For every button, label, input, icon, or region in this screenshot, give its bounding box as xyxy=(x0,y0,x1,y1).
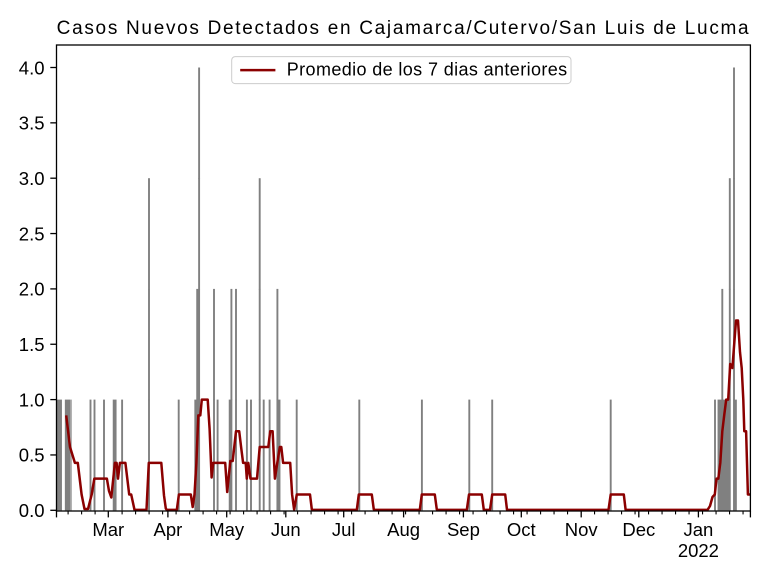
svg-text:May: May xyxy=(209,519,245,540)
svg-text:Nov: Nov xyxy=(565,519,599,540)
svg-text:Jun: Jun xyxy=(271,519,301,540)
svg-text:0.0: 0.0 xyxy=(19,500,45,521)
svg-text:3.0: 3.0 xyxy=(19,168,45,189)
svg-text:4.0: 4.0 xyxy=(19,57,45,78)
svg-text:1.5: 1.5 xyxy=(19,334,45,355)
svg-text:Promedio de los 7 dias anterio: Promedio de los 7 dias anteriores xyxy=(287,60,568,80)
svg-text:Mar: Mar xyxy=(92,519,124,540)
svg-text:Apr: Apr xyxy=(154,519,183,540)
svg-text:Casos Nuevos Detectados en Caj: Casos Nuevos Detectados en Cajamarca/Cut… xyxy=(57,18,751,39)
svg-text:2.5: 2.5 xyxy=(19,223,45,244)
svg-text:3.5: 3.5 xyxy=(19,113,45,134)
svg-text:Jan: Jan xyxy=(683,519,713,540)
svg-text:2022: 2022 xyxy=(678,540,719,561)
svg-text:0.5: 0.5 xyxy=(19,445,45,466)
svg-text:Aug: Aug xyxy=(387,519,420,540)
svg-text:Oct: Oct xyxy=(507,519,536,540)
svg-text:1.0: 1.0 xyxy=(19,389,45,410)
svg-text:2.0: 2.0 xyxy=(19,279,45,300)
svg-text:Sep: Sep xyxy=(447,519,480,540)
svg-text:Dec: Dec xyxy=(622,519,655,540)
svg-text:Jul: Jul xyxy=(332,519,356,540)
